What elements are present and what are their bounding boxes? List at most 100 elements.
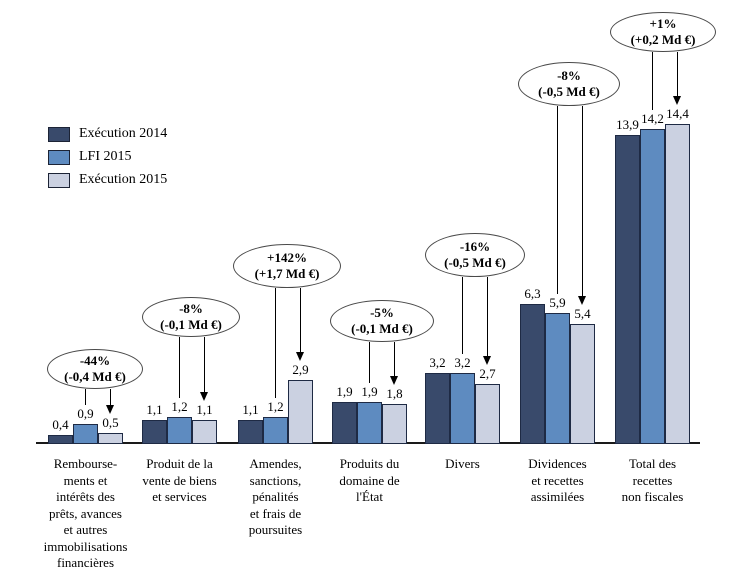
bar-value-label: 0,5: [102, 415, 119, 430]
annotation-connector-line: [369, 342, 370, 383]
legend-swatch-execution-2015: [48, 172, 70, 188]
legend-swatch-lfi-2015: [48, 149, 70, 165]
bar: [475, 384, 500, 444]
bar: [615, 135, 640, 444]
bar-value-label: 1,2: [171, 399, 188, 414]
annotation-connector-line: [275, 288, 276, 398]
bar: [520, 304, 545, 444]
annotation-percent: -44%: [79, 353, 111, 368]
annotation-connector-line: [557, 106, 558, 294]
bar-value-label: 14,4: [666, 106, 689, 121]
annotation-arrow-shaft: [582, 106, 583, 297]
annotation-amount: (-0,4 Md €): [64, 369, 126, 384]
bar-value-label: 3,2: [429, 355, 446, 370]
category-label: Produits du domaine de l'État: [339, 456, 400, 504]
annotation-arrow-head-icon: [296, 352, 304, 361]
bar: [238, 420, 263, 444]
annotation-connector-line: [85, 389, 86, 405]
bar-value-label: 6,3: [524, 286, 541, 301]
legend-label: Exécution 2015: [79, 172, 168, 187]
annotation-amount: (-0,5 Md €): [538, 84, 600, 99]
legend-item: Exécution 2014: [48, 126, 167, 142]
annotation-connector-line: [462, 277, 463, 354]
annotation-percent: -8%: [557, 68, 581, 83]
annotation-bubble: -44% (-0,4 Md €): [47, 349, 143, 389]
legend-label: LFI 2015: [79, 149, 132, 164]
bar-value-label: 1,1: [196, 402, 213, 417]
annotation-bubble: -16% (-0,5 Md €): [425, 233, 525, 277]
bar: [192, 420, 217, 444]
annotation-bubble: -5% (-0,1 Md €): [330, 300, 434, 342]
category-label: Divers: [445, 456, 480, 471]
bar: [382, 404, 407, 444]
bar: [73, 424, 98, 444]
bar: [357, 402, 382, 444]
annotation-arrow-shaft: [300, 288, 301, 353]
annotation-bubble: +142% (+1,7 Md €): [233, 244, 341, 288]
annotation-arrow-head-icon: [200, 392, 208, 401]
bar: [425, 373, 450, 444]
annotation-amount: (-0,5 Md €): [444, 255, 506, 270]
annotation-connector-line: [179, 337, 180, 398]
bar-value-label: 1,9: [336, 384, 353, 399]
annotation-bubble: -8% (-0,5 Md €): [518, 62, 620, 106]
bar-value-label: 3,2: [454, 355, 471, 370]
annotation-arrow-head-icon: [578, 296, 586, 305]
annotation-amount: (+1,7 Md €): [254, 266, 320, 281]
bar: [545, 313, 570, 444]
bar-value-label: 5,9: [549, 295, 566, 310]
annotation-percent: -5%: [370, 305, 394, 320]
bar: [570, 324, 595, 444]
bar-value-label: 1,9: [361, 384, 378, 399]
legend-label: Exécution 2014: [79, 126, 168, 141]
bar-value-label: 0,4: [52, 417, 69, 432]
category-label: Rembourse- ments et intérêts des prêts, …: [43, 456, 128, 570]
category-label: Dividences et recettes assimilées: [528, 456, 587, 504]
annotation-bubble: +1% (+0,2 Md €): [610, 12, 716, 52]
bar-value-label: 14,2: [641, 111, 664, 126]
annotation-percent: -8%: [179, 301, 203, 316]
annotation-percent: +142%: [267, 250, 307, 265]
bar-value-label: 2,7: [479, 366, 496, 381]
annotation-bubble: -8% (-0,1 Md €): [142, 297, 240, 337]
category-label: Produit de la vente de biens et services: [142, 456, 217, 504]
bar-value-label: 1,1: [242, 402, 259, 417]
bar: [332, 402, 357, 444]
bar-value-label: 2,9: [292, 362, 309, 377]
bar: [142, 420, 167, 444]
annotation-arrow-shaft: [204, 337, 205, 393]
annotation-arrow-head-icon: [673, 96, 681, 105]
bar: [450, 373, 475, 444]
bar-value-label: 13,9: [616, 117, 639, 132]
bar: [640, 129, 665, 444]
category-label: Total des recettes non fiscales: [621, 456, 684, 504]
annotation-arrow-shaft: [394, 342, 395, 377]
bar: [48, 435, 73, 444]
bar-value-label: 1,2: [267, 399, 284, 414]
annotation-amount: (-0,1 Md €): [160, 317, 222, 332]
bar: [665, 124, 690, 444]
annotation-arrow-shaft: [110, 389, 111, 406]
category-label: Amendes, sanctions, pénalités et frais d…: [248, 456, 303, 537]
bar-value-label: 1,8: [386, 386, 403, 401]
annotation-amount: (+0,2 Md €): [630, 32, 696, 47]
bar-value-label: 5,4: [574, 306, 591, 321]
annotation-arrow-shaft: [487, 277, 488, 357]
annotation-percent: -16%: [459, 239, 491, 254]
annotation-arrow-shaft: [677, 52, 678, 97]
annotation-arrow-head-icon: [106, 405, 114, 414]
annotation-amount: (-0,1 Md €): [351, 321, 413, 336]
bar: [98, 433, 123, 444]
bar: [263, 417, 288, 444]
bar: [288, 380, 313, 444]
bar-value-label: 0,9: [77, 406, 94, 421]
annotation-connector-line: [652, 52, 653, 110]
bar-value-label: 1,1: [146, 402, 163, 417]
annotation-percent: +1%: [649, 16, 677, 31]
legend-item: LFI 2015: [48, 149, 167, 165]
annotation-arrow-head-icon: [390, 376, 398, 385]
legend-item: Exécution 2015: [48, 172, 167, 188]
bar: [167, 417, 192, 444]
annotation-arrow-head-icon: [483, 356, 491, 365]
